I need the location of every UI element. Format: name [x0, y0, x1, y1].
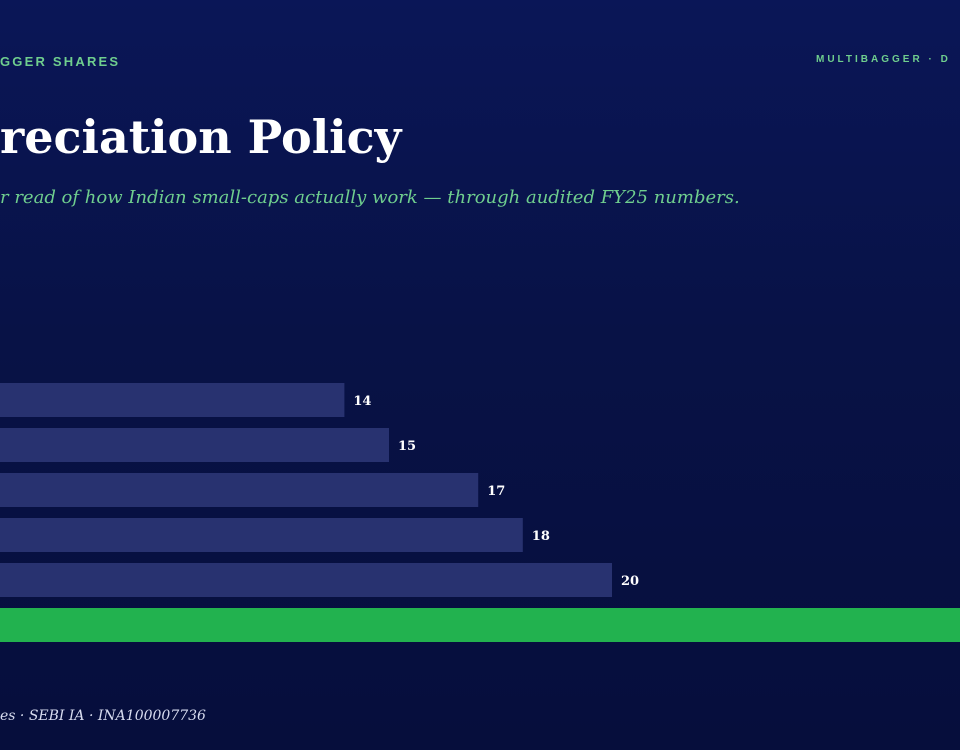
brand-right: MULTIBAGGER · D [816, 54, 951, 65]
page-subtitle: r read of how Indian small-caps actually… [0, 187, 740, 208]
bar-value-label: 15 [398, 439, 416, 454]
bar-value-label: 17 [487, 484, 505, 499]
bar [0, 518, 523, 552]
bar [0, 383, 345, 417]
footer-disclaimer: es · SEBI IA · INA100007736 [0, 708, 206, 724]
bar-value-label: 14 [353, 394, 371, 409]
page-title: reciation Policy [0, 110, 402, 164]
brand-left: GGER SHARES [0, 54, 121, 69]
highlight-bar [0, 608, 960, 642]
bar [0, 428, 389, 462]
bar [0, 563, 612, 597]
bar-value-label: 18 [532, 529, 550, 544]
bar [0, 473, 479, 507]
bar-value-label: 20 [621, 574, 639, 589]
